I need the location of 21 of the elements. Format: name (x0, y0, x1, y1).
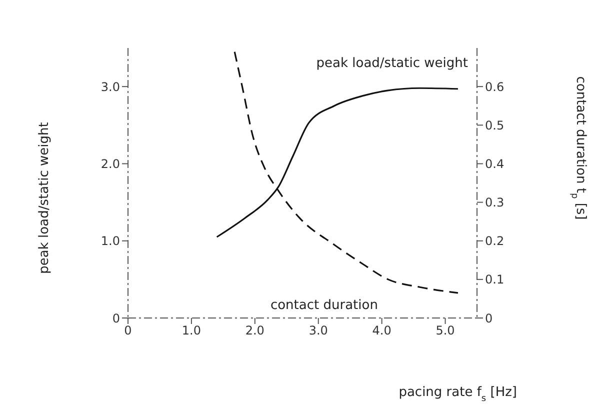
x-axis-title: pacing rate f$_{s}$ [Hz] (398, 385, 517, 404)
y2-tick-label: 0 (485, 311, 493, 326)
y-tick-label: 2.0 (100, 156, 120, 171)
y-tick-label: 1.0 (100, 234, 120, 248)
x-tick-label: 1.0 (182, 324, 201, 338)
x-tick-label: 3.0 (308, 324, 328, 338)
series-label: peak load/static weight (316, 56, 468, 71)
y-tick-label: 0 (112, 311, 120, 326)
y2-tick-label: 0.3 (485, 196, 504, 210)
y2-tick-label: 0.6 (485, 80, 504, 94)
y-tick-label: 3.0 (100, 80, 120, 94)
x-tick-label: 4.0 (372, 324, 392, 338)
y2-tick-label: 0.4 (485, 156, 504, 171)
x-tick-label: 2.0 (245, 324, 264, 338)
series-label: contact duration (270, 298, 378, 313)
y2-tick-label: 0.1 (485, 272, 504, 287)
y-axis-title: peak load/static weight (37, 122, 52, 274)
x-tick-label: 0 (124, 324, 132, 338)
y2-tick-label: 0.5 (485, 118, 504, 132)
x-tick-label: 5.0 (436, 324, 455, 338)
y2-tick-label: 0.2 (485, 234, 504, 248)
